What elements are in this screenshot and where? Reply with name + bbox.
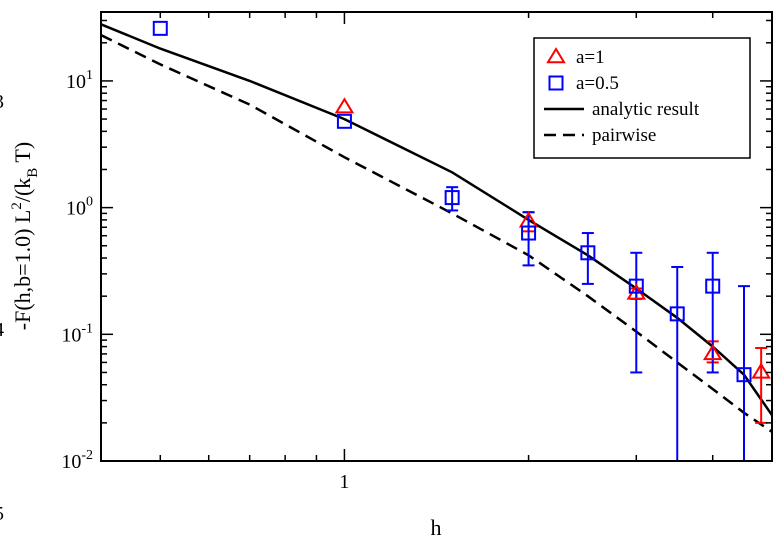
legend-swatch-a-1 xyxy=(546,47,566,64)
y-axis-label: -F(h,b=1.0) L2/(kB T) xyxy=(9,142,41,330)
legend-label-analytic-result: analytic result xyxy=(592,99,700,120)
legend-label-pairwise: pairwise xyxy=(592,125,656,146)
series-line-analytic-result xyxy=(100,23,774,416)
curves-layer xyxy=(100,23,774,433)
markers-layer xyxy=(152,20,771,383)
y-tick-label-0: 10-2 xyxy=(61,448,93,473)
point-a-0-5-7 xyxy=(705,278,721,294)
y-tick-label-2: 100 xyxy=(66,195,93,220)
ticks-layer: 10-2 10-1 100 101 1 xyxy=(61,12,773,493)
legend-swatch-a-0-5 xyxy=(548,75,564,91)
point-a-0-5-5 xyxy=(628,278,644,294)
point-a-1-3 xyxy=(702,344,723,361)
y-tick-label-3: 101 xyxy=(66,68,93,93)
point-a-0-5-2 xyxy=(444,190,460,206)
point-a-0-5-3 xyxy=(521,225,537,241)
clipped-left-fragment-bottom: 5 xyxy=(0,503,4,525)
point-a-0-5-1 xyxy=(336,113,352,129)
point-a-0-5-8 xyxy=(736,367,752,383)
legend-box xyxy=(533,37,751,159)
clipped-left-fragment-mid: 4 xyxy=(0,319,4,341)
clipped-left-fragment-top: 3 xyxy=(0,91,4,113)
plot-frame xyxy=(100,11,773,462)
point-a-0-5-4 xyxy=(580,245,596,261)
x-tick-label-0: 1 xyxy=(339,471,349,493)
y-axis-label-text: -F(h,b=1.0) L2/(kB T) xyxy=(9,142,41,330)
x-axis-label: h xyxy=(431,515,442,540)
point-a-0-5-0 xyxy=(152,20,168,36)
legend-label-a-0-5: a=0.5 xyxy=(576,73,619,94)
point-a-0-5-6 xyxy=(669,306,685,322)
point-a-1-0 xyxy=(334,97,355,114)
legend: a=1 a=0.5 analytic result pairwise xyxy=(533,37,751,159)
y-tick-label-1: 10-1 xyxy=(61,321,93,346)
legend-label-a-1: a=1 xyxy=(576,47,605,68)
point-a-1-4 xyxy=(751,362,771,379)
series-line-pairwise xyxy=(100,33,773,433)
errorbars-layer xyxy=(446,186,768,461)
